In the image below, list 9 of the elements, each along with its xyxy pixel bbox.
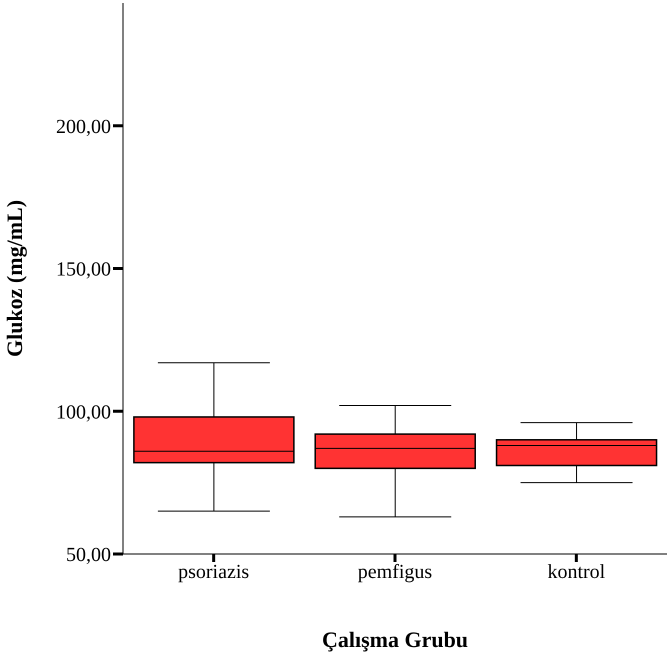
y-tick-label: 150,00 bbox=[56, 258, 111, 281]
x-tick-label: psoriazis bbox=[178, 561, 250, 584]
x-axis-title: Çalışma Grubu bbox=[322, 627, 468, 652]
y-tick-label: 200,00 bbox=[56, 116, 111, 138]
y-axis-title: Glukoz (mg/mL) bbox=[2, 200, 27, 358]
x-tick-label: pemfigus bbox=[358, 561, 432, 584]
y-tick-label: 100,00 bbox=[56, 401, 111, 424]
x-tick-label: kontrol bbox=[547, 561, 606, 584]
y-tick-label: 50,00 bbox=[66, 544, 111, 566]
